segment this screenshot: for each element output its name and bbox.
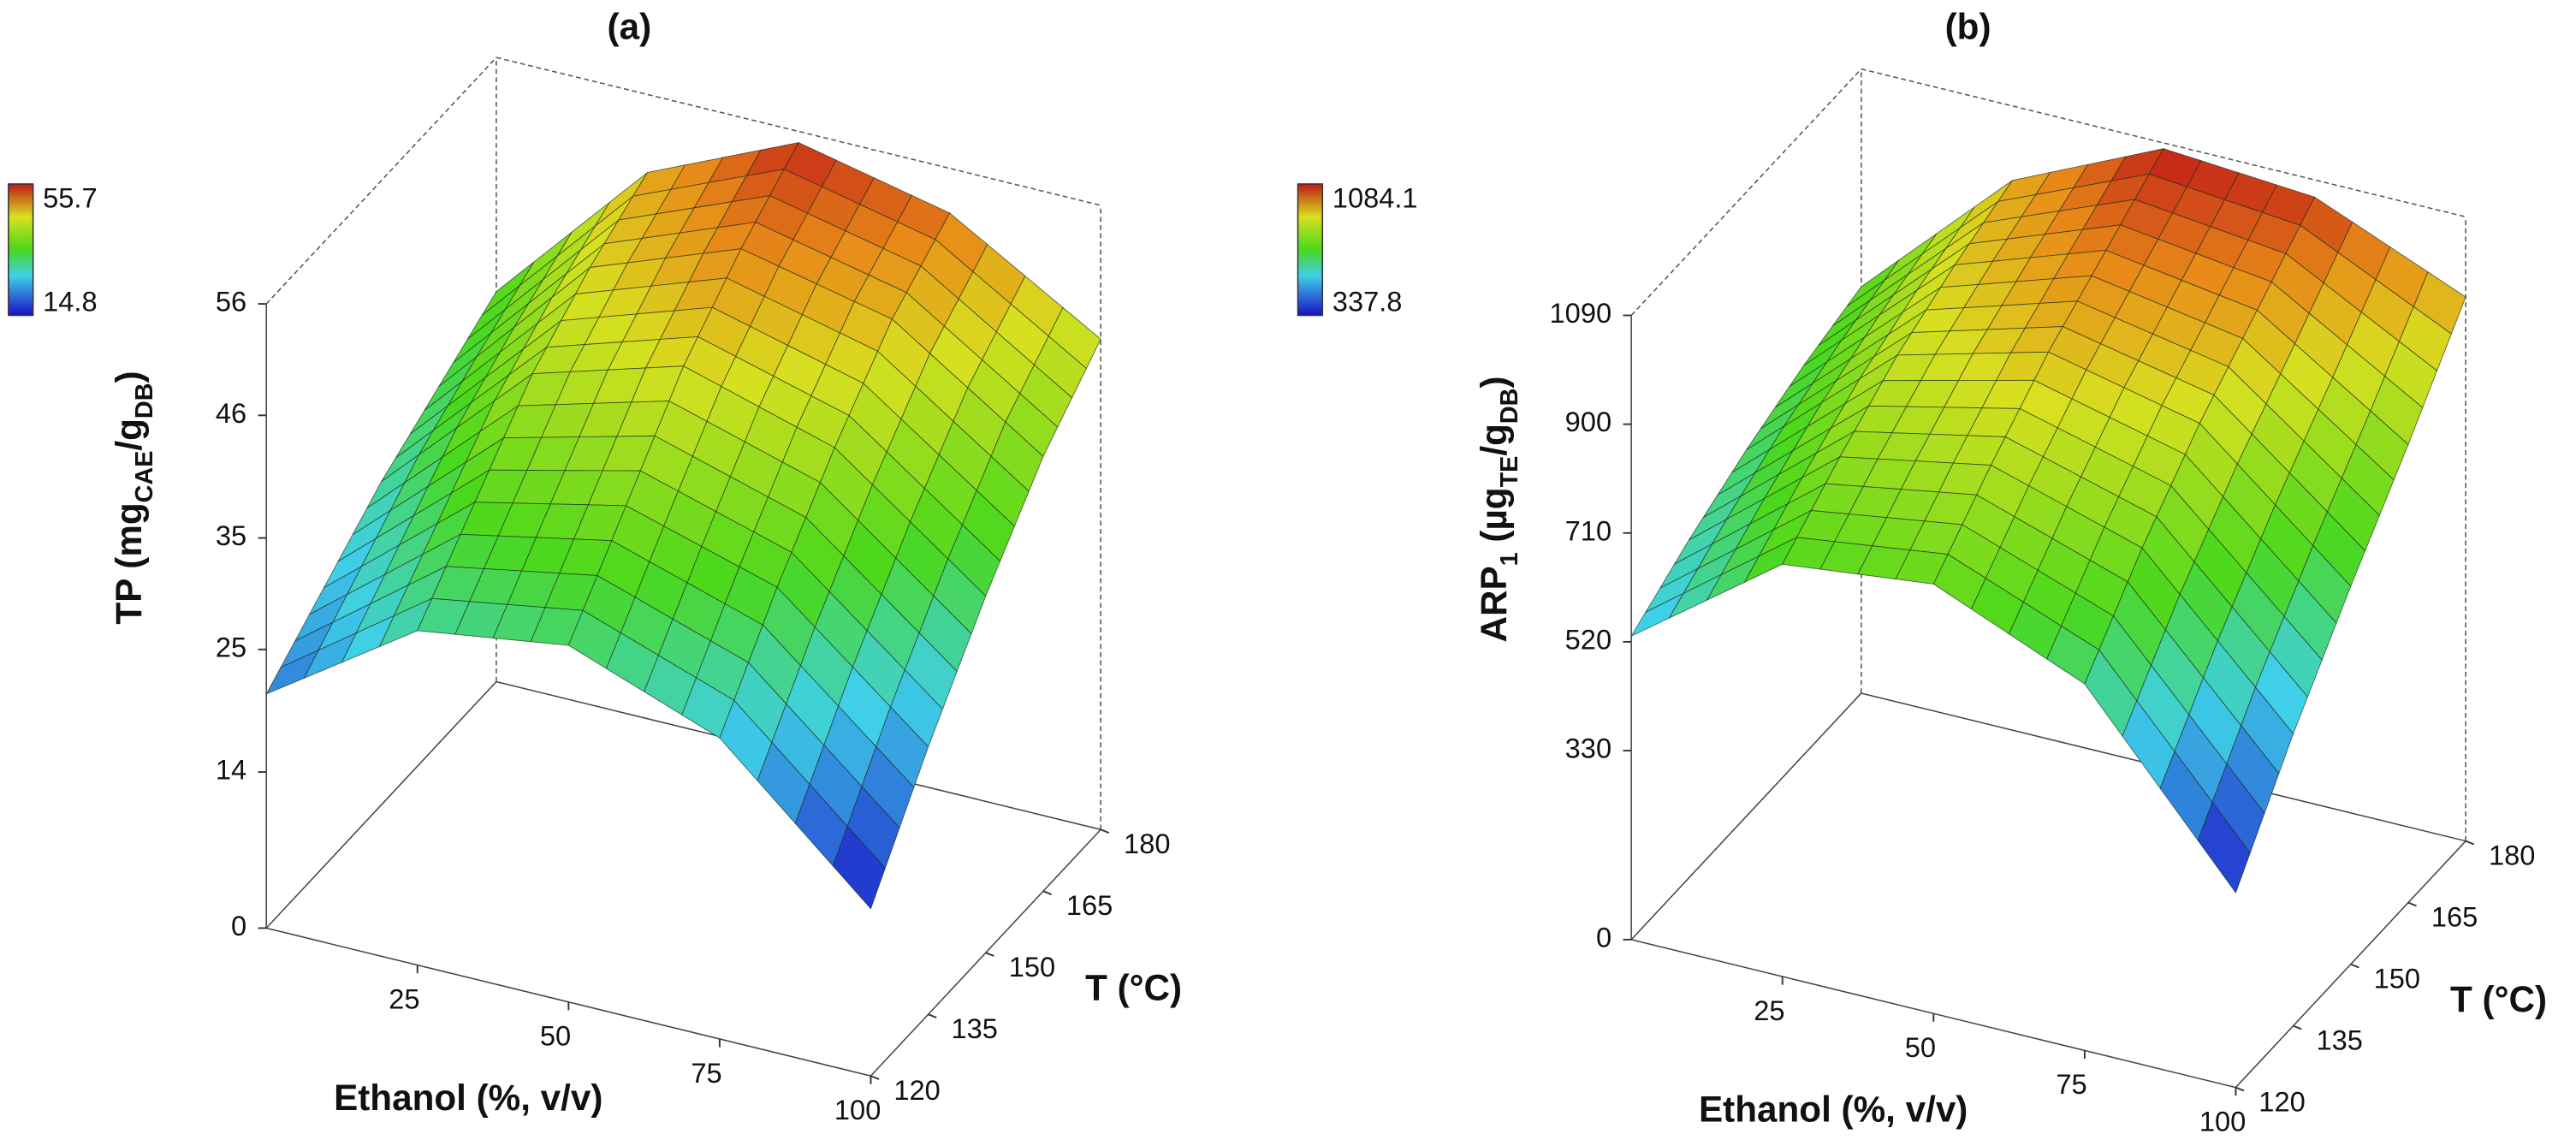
x-tick-label: 75 [2056, 1068, 2086, 1100]
y-axis-label: T (°C) [2450, 979, 2547, 1019]
z-label-part: TP (mg [109, 502, 149, 624]
z-tick-label: 14 [216, 754, 246, 786]
y-tick-label: 180 [2489, 839, 2535, 870]
box-edge [496, 56, 1101, 206]
y-tick-label: 135 [2316, 1024, 2362, 1055]
y-tick-label: 150 [2374, 962, 2420, 994]
y-tick-label: 135 [952, 1012, 998, 1044]
z-label-part: ARP [1474, 566, 1514, 642]
surface-chart: (a) 0 14 25 35 46 56 25 50 75 100 120 135 150 165 180 Et… [8, 7, 1182, 1125]
colorbar [1297, 183, 1324, 317]
box-edge [265, 56, 497, 305]
y-tick-label: 165 [2431, 900, 2478, 932]
z-label-part: /g [109, 419, 149, 451]
y-tick-label: 165 [1066, 889, 1113, 921]
z-tick-label: 35 [216, 520, 246, 551]
x-tick-label: 25 [389, 983, 419, 1014]
y-axis-label: T (°C) [1085, 967, 1182, 1007]
x-tick-label: 100 [834, 1094, 881, 1125]
colorbar-max: 55.7 [43, 182, 97, 214]
surface-chart: (b) 0 330 520 710 900 1090 25 50 75 100 120 135 150 16… [1297, 7, 2547, 1137]
colorbar-min: 14.8 [43, 286, 97, 318]
y-tick-label: 150 [1009, 951, 1055, 983]
x-tick-label: 75 [691, 1057, 721, 1089]
x-tick-label: 100 [2199, 1105, 2246, 1137]
x-tick-label: 50 [540, 1020, 571, 1052]
surface-patch [2197, 801, 2251, 894]
chart-title: (a) [608, 7, 652, 47]
colorbar-max: 1084.1 [1333, 182, 1418, 214]
y-tick [2350, 963, 2359, 969]
z-tick-label: 0 [1596, 921, 1611, 953]
z-tick-label: 56 [216, 286, 246, 318]
y-tick [985, 952, 994, 957]
y-tick [2293, 1024, 2302, 1030]
box-edge [265, 680, 497, 929]
z-tick-label: 710 [1565, 514, 1611, 546]
z-tick-label: 1090 [1550, 297, 1612, 329]
box-edge [1861, 68, 2466, 218]
colorbar-min: 337.8 [1333, 286, 1403, 318]
z-tick-label: 520 [1565, 624, 1611, 656]
y-tick-label: 120 [2258, 1085, 2305, 1117]
z-label-part: /g [1474, 424, 1514, 456]
y-tick-label: 120 [893, 1074, 940, 1106]
z-tick-label: 330 [1565, 733, 1611, 764]
z-label-part: (µg [1474, 487, 1514, 552]
chart-title: (b) [1945, 7, 1991, 47]
z-tick-label: 0 [231, 910, 246, 941]
y-tick [1042, 890, 1052, 895]
x-axis-label: Ethanol (%, v/v) [1699, 1090, 1968, 1130]
y-tick [928, 1013, 937, 1018]
z-label-part: TE [1495, 456, 1522, 488]
x-tick-label: 50 [1905, 1031, 1936, 1063]
y-tick-label: 180 [1124, 828, 1170, 859]
z-tick-label: 900 [1565, 406, 1611, 437]
z-label-part: 1 [1495, 552, 1522, 566]
box-edge [1630, 68, 1862, 317]
z-label-part: CAE [130, 451, 157, 503]
y-tick [2465, 840, 2475, 846]
x-axis-label: Ethanol (%, v/v) [334, 1078, 602, 1118]
z-label-part: ) [1474, 377, 1514, 389]
y-tick [2235, 1086, 2245, 1092]
y-tick [1100, 828, 1110, 834]
z-axis-label: TP (mgCAE/gDB) [109, 371, 157, 624]
z-label-part: ) [109, 371, 149, 383]
box-edge [1630, 692, 1862, 941]
y-tick [870, 1075, 880, 1080]
z-label-part: DB [130, 383, 157, 419]
x-tick-label: 25 [1754, 995, 1784, 1026]
z-tick-label: 46 [216, 397, 246, 429]
z-tick-label: 25 [216, 631, 246, 662]
colorbar [8, 183, 34, 317]
surface-patch [832, 825, 886, 910]
y-tick [2407, 901, 2417, 907]
z-axis-label: ARP1 (µgTE/gDB) [1474, 377, 1522, 643]
z-label-part: DB [1495, 389, 1522, 425]
